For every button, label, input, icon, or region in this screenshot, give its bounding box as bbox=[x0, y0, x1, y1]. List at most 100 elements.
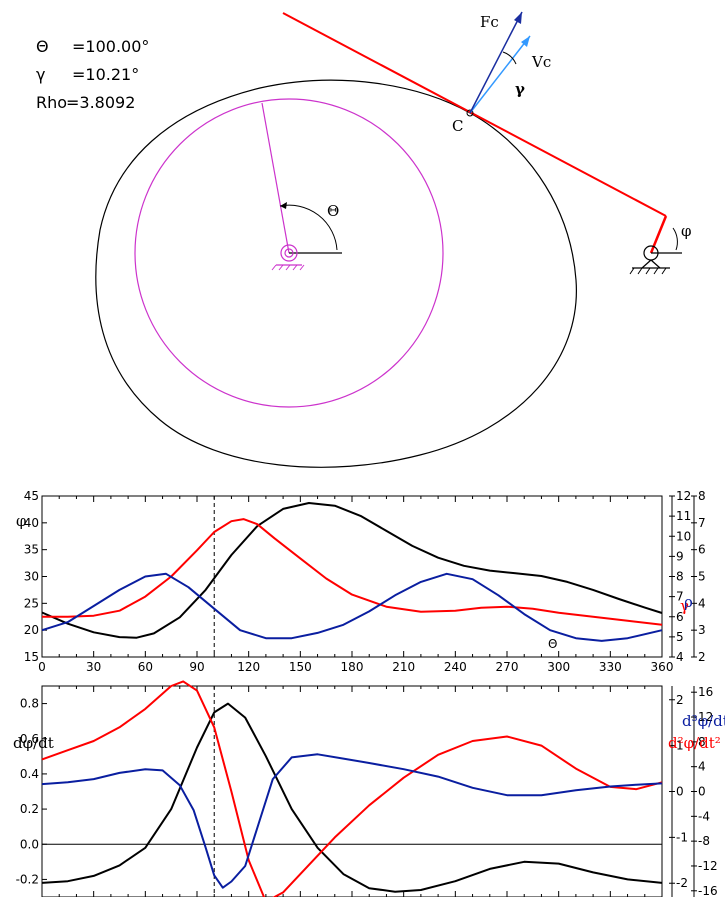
right1-tick-label: 10 bbox=[676, 529, 691, 543]
jerk-axis-label: d³φ/dt³ bbox=[682, 712, 725, 730]
y-tick-label: 0.4 bbox=[20, 767, 39, 781]
x-tick-labels: 0 30 60 90 120 150 180 210 240 270 300 330 360 bbox=[38, 660, 673, 674]
y-tick-label: 0.2 bbox=[20, 802, 39, 816]
x-tick-label: 270 bbox=[496, 660, 519, 674]
right2-tick-label: 4 bbox=[698, 760, 706, 774]
fc-label: Fc bbox=[480, 13, 499, 31]
x-axis-label: Θ bbox=[548, 637, 557, 651]
vc-arrow bbox=[469, 35, 531, 114]
velocity-axis-label: dφ/dt bbox=[13, 734, 54, 752]
series-line-right1 bbox=[42, 518, 663, 626]
series-line-left bbox=[41, 702, 663, 893]
y-tick-label: 0.6 bbox=[20, 732, 39, 746]
phi-gamma-rho-chart: 0 30 60 90 120 150 180 210 240 270 300 330 360 15202… bbox=[16, 489, 706, 674]
y-tick-label: 45 bbox=[24, 489, 39, 503]
gamma-axis: 4 5 6 7 8 9 10 11 12 bbox=[669, 489, 691, 664]
theta-arrowhead bbox=[280, 202, 287, 209]
fc-arrow bbox=[469, 11, 523, 114]
right1-tick-label: 9 bbox=[676, 549, 684, 563]
vc-arrowhead bbox=[521, 36, 530, 47]
series-line-right2 bbox=[41, 753, 663, 889]
right1-tick-label: 0 bbox=[676, 785, 684, 799]
acceleration-axis-label: d²φ/dt² bbox=[668, 734, 721, 752]
right2-tick-label: 3 bbox=[698, 623, 706, 637]
base-circle bbox=[134, 98, 444, 408]
y-tick-label: 20 bbox=[24, 623, 39, 637]
rho-symbol: Rho bbox=[36, 93, 67, 112]
jerk-axis: -16 -12 -8 -4 0 4 8 12 16 bbox=[691, 685, 718, 897]
right1-tick-label: 2 bbox=[676, 693, 684, 707]
right2-tick-label: -12 bbox=[698, 859, 718, 873]
right2-tick-label: -8 bbox=[698, 834, 710, 848]
y-tick-label: 30 bbox=[24, 570, 39, 584]
right1-tick-label: 6 bbox=[676, 610, 684, 624]
cam-radius-line bbox=[261, 102, 290, 254]
x-tick-label: 150 bbox=[289, 660, 312, 674]
right1-tick-label: 11 bbox=[676, 509, 691, 523]
cam-profile bbox=[95, 79, 577, 468]
x-tick-label: 300 bbox=[547, 660, 570, 674]
right2-tick-label: 8 bbox=[698, 735, 706, 749]
x-tick-label: 210 bbox=[392, 660, 415, 674]
y-tick-label: 25 bbox=[24, 596, 39, 610]
y-tick-label: 0.0 bbox=[20, 837, 39, 851]
right2-tick-label: 8 bbox=[698, 489, 706, 503]
right2-tick-label: 2 bbox=[698, 650, 706, 664]
velocity-axis-ticks: -0.2 0.0 0.2 0.4 0.6 0.8 bbox=[16, 697, 47, 886]
series-line-right1 bbox=[41, 680, 663, 897]
rho-axis: 2 3 4 5 6 7 8 bbox=[691, 489, 706, 664]
theta-angle-label: Θ bbox=[327, 202, 339, 220]
right1-tick-label: -1 bbox=[676, 830, 688, 844]
x-tick-label: 240 bbox=[444, 660, 467, 674]
right1-tick-label: 5 bbox=[676, 630, 684, 644]
right2-tick-label: 7 bbox=[698, 516, 706, 530]
gamma-axis-label: γ bbox=[680, 597, 689, 615]
gamma-symbol: γ bbox=[36, 65, 45, 84]
right1-tick-label: 7 bbox=[676, 590, 684, 604]
x-tick-label: 180 bbox=[341, 660, 364, 674]
follower-link bbox=[649, 215, 668, 254]
follower-pivot-icon bbox=[629, 245, 670, 275]
right2-tick-label: -4 bbox=[698, 809, 710, 823]
follower-arm bbox=[282, 12, 667, 217]
acceleration-axis: -2 -1 0 1 2 bbox=[669, 686, 688, 897]
y-tick-label: 0.8 bbox=[20, 697, 39, 711]
theta-symbol: Θ bbox=[36, 37, 49, 56]
fc-arrowhead bbox=[514, 12, 522, 24]
right2-tick-label: 12 bbox=[698, 710, 713, 724]
x-tick-label: 120 bbox=[237, 660, 260, 674]
pressure-angle-arc bbox=[502, 51, 517, 65]
x-tick-label: 90 bbox=[189, 660, 204, 674]
y-tick-label: 35 bbox=[24, 543, 39, 557]
right2-tick-label: 6 bbox=[698, 543, 706, 557]
contact-label: C bbox=[452, 117, 463, 135]
plot-frame bbox=[41, 495, 663, 658]
cam-mechanism: Θ φ C Fc Vc γ bbox=[95, 11, 692, 468]
series-group-2 bbox=[41, 680, 663, 897]
series-line-left bbox=[41, 502, 663, 639]
right2-tick-label: -16 bbox=[698, 884, 718, 897]
left-axis-ticks: 15 20 25 30 35 40 45 bbox=[24, 489, 47, 664]
contact-point bbox=[466, 109, 474, 117]
gamma-value: =10.21° bbox=[72, 65, 139, 84]
rho-axis-label: ρ bbox=[684, 593, 693, 611]
rho-value: =3.8092 bbox=[66, 93, 135, 112]
x-tick-label: 360 bbox=[651, 660, 674, 674]
y-tick-label: -0.2 bbox=[16, 872, 39, 886]
phi-arc bbox=[672, 227, 678, 251]
right1-tick-label: 4 bbox=[676, 650, 684, 664]
right1-tick-label: -2 bbox=[676, 876, 688, 890]
y-tick-label: 15 bbox=[24, 650, 39, 664]
x-tick-label: 30 bbox=[86, 660, 101, 674]
x-tick-label: 60 bbox=[138, 660, 153, 674]
y-tick-label: 40 bbox=[24, 516, 39, 530]
right2-tick-label: 16 bbox=[698, 685, 713, 699]
phi-angle-label: φ bbox=[681, 222, 692, 240]
series-line-right2 bbox=[41, 572, 663, 642]
right2-tick-label: 4 bbox=[698, 596, 706, 610]
vc-label: Vc bbox=[531, 53, 551, 71]
theta-value: =100.00° bbox=[72, 37, 149, 56]
right2-tick-label: 5 bbox=[698, 570, 706, 584]
